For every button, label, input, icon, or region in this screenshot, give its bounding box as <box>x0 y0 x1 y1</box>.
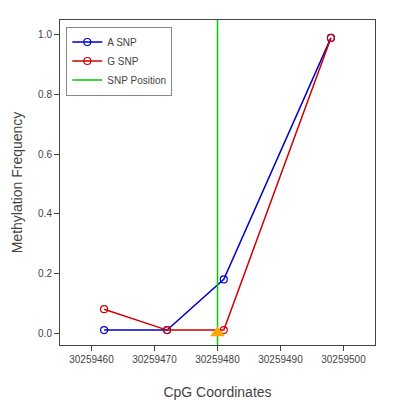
svg-text:0.6: 0.6 <box>38 149 52 160</box>
svg-text:30259460: 30259460 <box>69 354 114 365</box>
svg-text:Methylation Frequency: Methylation Frequency <box>9 112 25 254</box>
svg-text:1.0: 1.0 <box>38 29 52 40</box>
svg-text:G SNP: G SNP <box>107 56 138 67</box>
svg-text:0.0: 0.0 <box>38 328 52 339</box>
svg-text:CpG Coordinates: CpG Coordinates <box>163 384 271 400</box>
svg-text:SNP Position: SNP Position <box>107 75 166 86</box>
svg-text:30259490: 30259490 <box>258 354 303 365</box>
svg-text:0.2: 0.2 <box>38 268 52 279</box>
svg-text:A SNP: A SNP <box>107 37 137 48</box>
svg-text:0.4: 0.4 <box>38 208 52 219</box>
svg-text:30259470: 30259470 <box>132 354 177 365</box>
svg-text:30259500: 30259500 <box>321 354 366 365</box>
svg-text:30259480: 30259480 <box>195 354 240 365</box>
svg-text:0.8: 0.8 <box>38 89 52 100</box>
